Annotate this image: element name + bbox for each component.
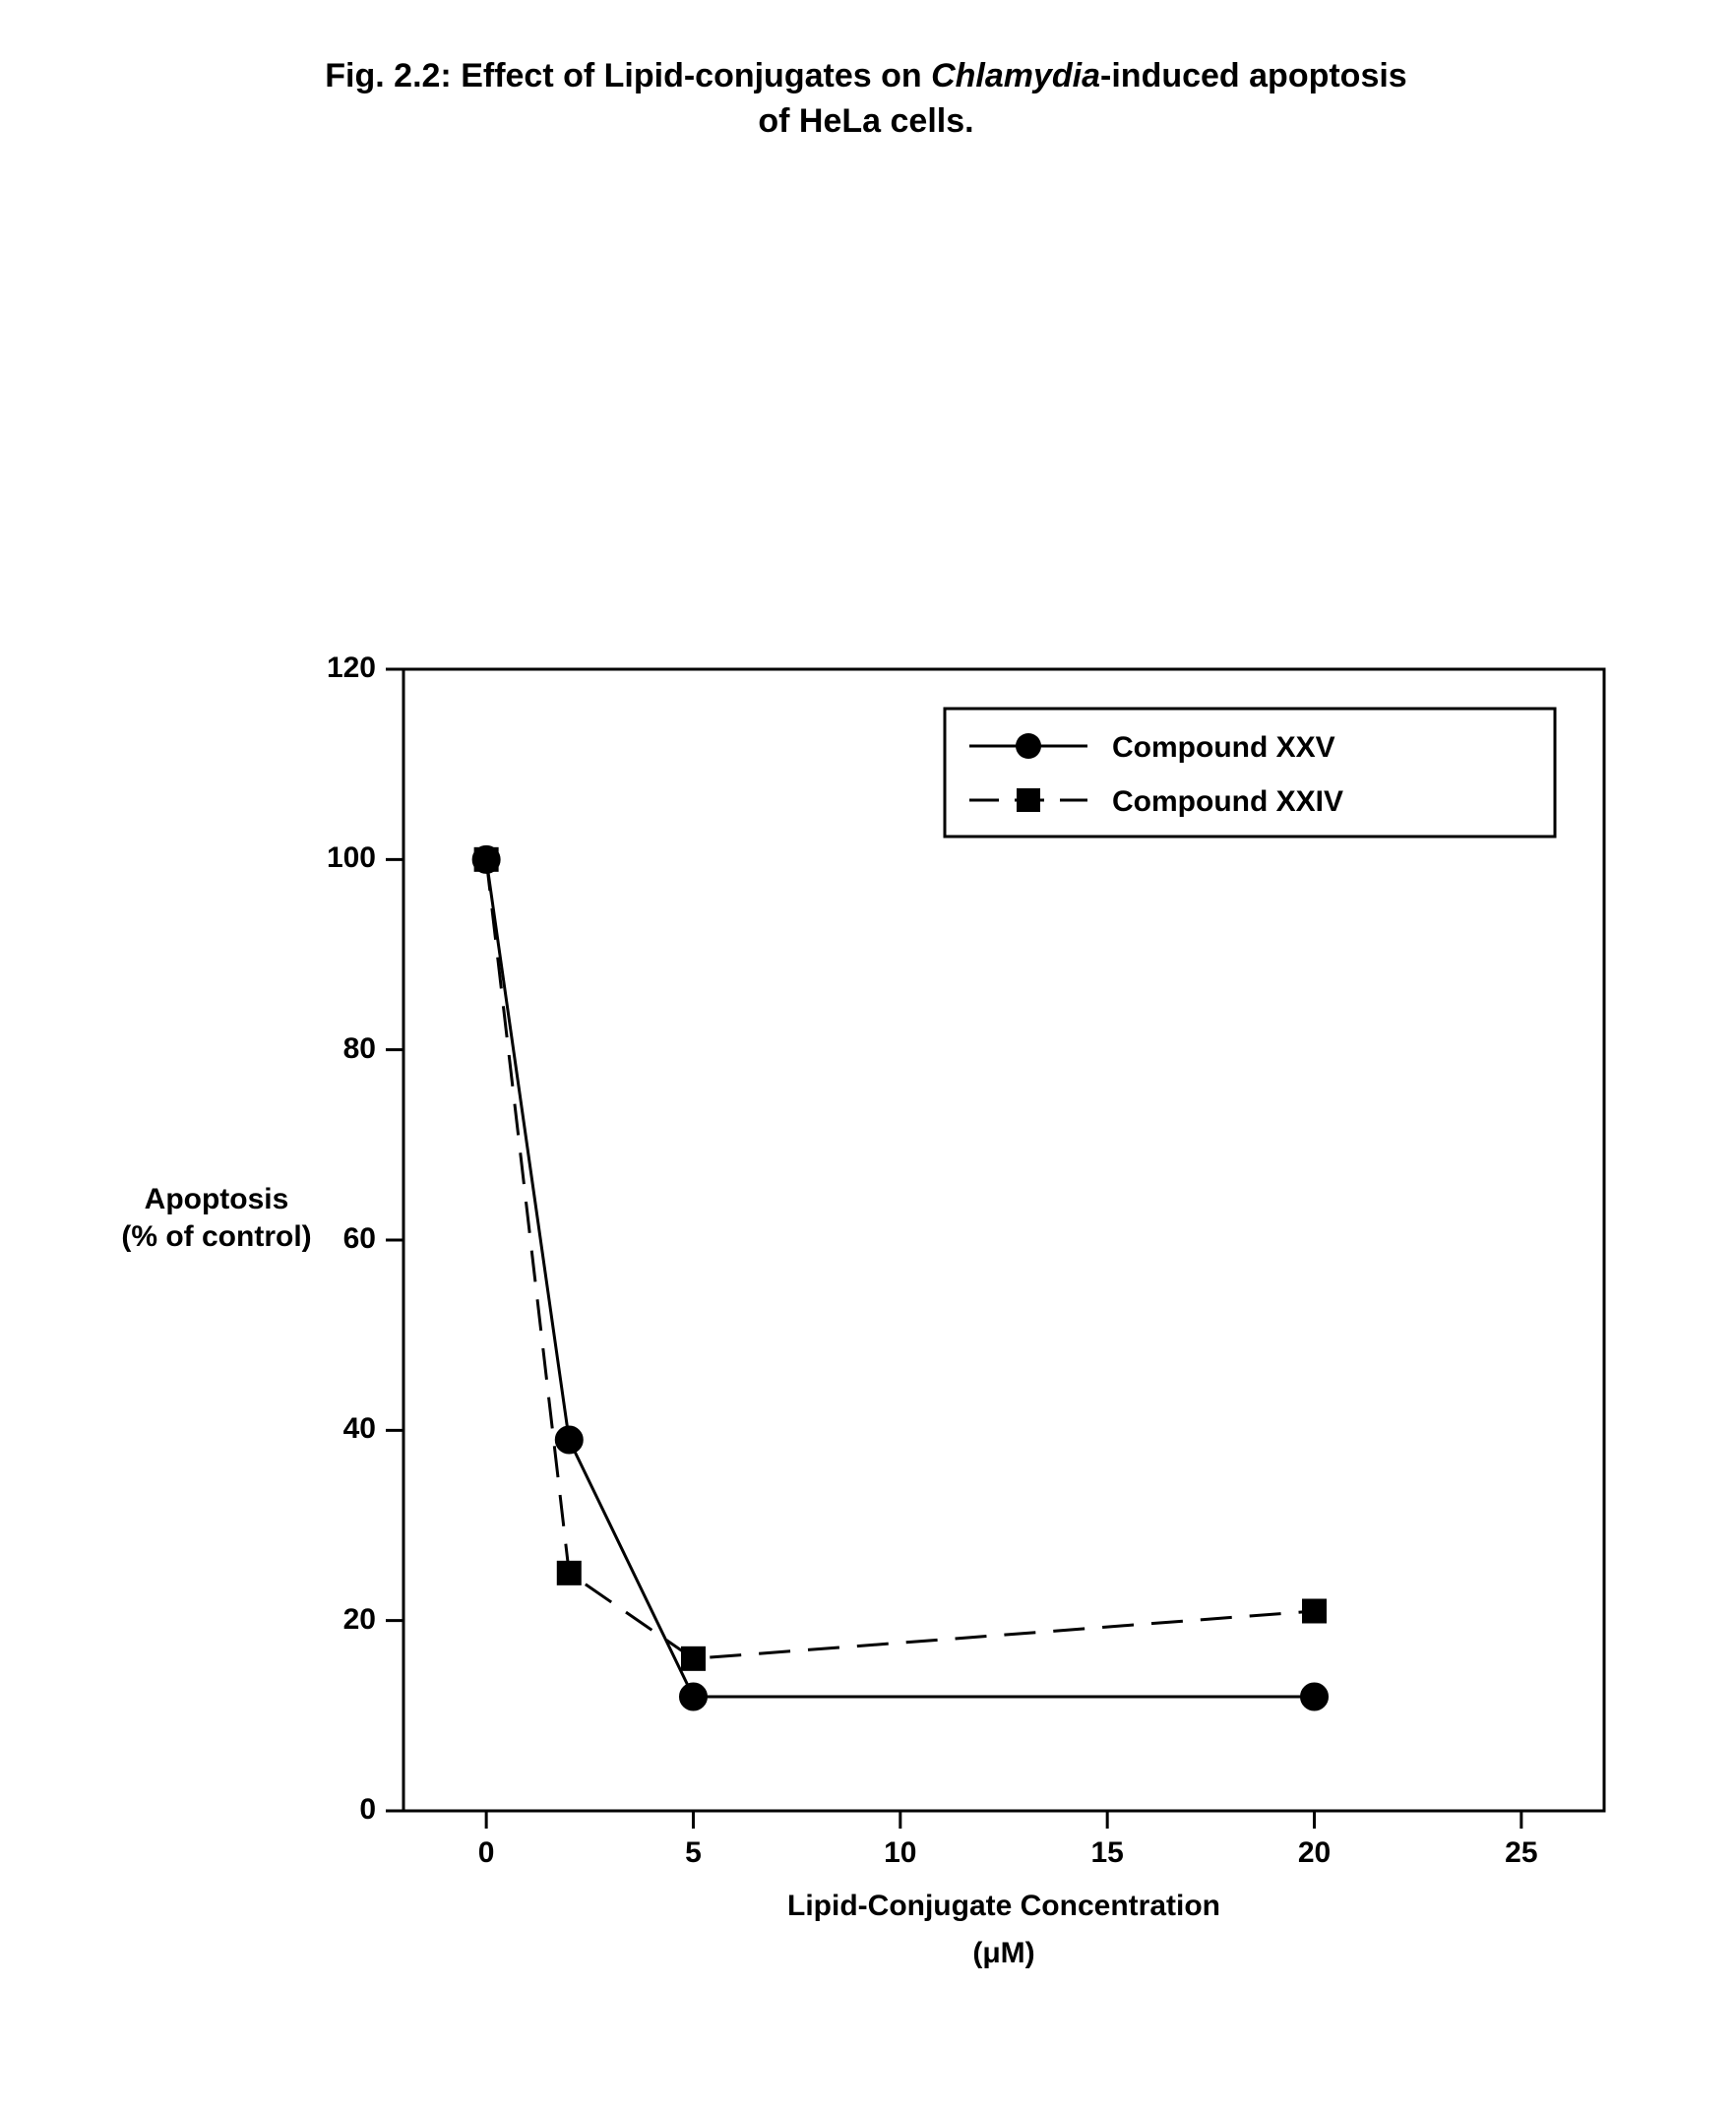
y-tick-label: 0 bbox=[287, 1793, 376, 1827]
marker-square bbox=[557, 1561, 581, 1584]
legend-label: Compound XXV bbox=[1112, 731, 1335, 764]
y-axis-title-l1: Apoptosis bbox=[145, 1183, 289, 1215]
marker-square bbox=[681, 1646, 705, 1670]
marker-circle bbox=[1301, 1683, 1329, 1710]
x-tick-label: 25 bbox=[1482, 1836, 1561, 1870]
x-tick-label: 5 bbox=[653, 1836, 732, 1870]
x-axis-title-line2: (μM) bbox=[403, 1937, 1604, 1970]
x-tick-label: 15 bbox=[1068, 1836, 1147, 1870]
title-suffix: -induced apoptosis bbox=[1100, 57, 1407, 94]
y-tick-label: 80 bbox=[287, 1032, 376, 1066]
page: Fig. 2.2: Effect of Lipid-conjugates on … bbox=[0, 0, 1736, 2112]
title-prefix: Fig. 2.2: Effect of Lipid-conjugates on bbox=[325, 57, 931, 94]
x-axis-title-line1: Lipid-Conjugate Concentration bbox=[403, 1890, 1604, 1923]
marker-circle bbox=[555, 1426, 583, 1454]
y-tick-label: 20 bbox=[287, 1603, 376, 1637]
x-tick-label: 20 bbox=[1275, 1836, 1354, 1870]
x-tick-label: 0 bbox=[447, 1836, 526, 1870]
x-tick-label: 10 bbox=[861, 1836, 940, 1870]
title-line2: of HeLa cells. bbox=[758, 102, 973, 140]
y-axis-title-l2: (% of control) bbox=[121, 1220, 311, 1253]
marker-circle bbox=[679, 1683, 707, 1710]
series-line bbox=[486, 859, 1314, 1658]
y-tick-label: 100 bbox=[287, 841, 376, 875]
marker-square bbox=[1303, 1599, 1327, 1623]
title-italic: Chlamydia bbox=[931, 57, 1100, 94]
figure-title: Fig. 2.2: Effect of Lipid-conjugates on … bbox=[167, 54, 1565, 145]
y-tick-label: 40 bbox=[287, 1412, 376, 1446]
y-tick-label: 60 bbox=[287, 1222, 376, 1256]
chart-svg: Compound XXV Compound XXIV bbox=[79, 630, 1653, 1988]
series-line bbox=[486, 859, 1314, 1697]
chart-container: Apoptosis (% of control) 020406080100120… bbox=[79, 630, 1653, 1988]
y-tick-label: 120 bbox=[287, 652, 376, 685]
marker-square bbox=[474, 847, 498, 871]
legend-label: Compound XXIV bbox=[1112, 785, 1343, 818]
